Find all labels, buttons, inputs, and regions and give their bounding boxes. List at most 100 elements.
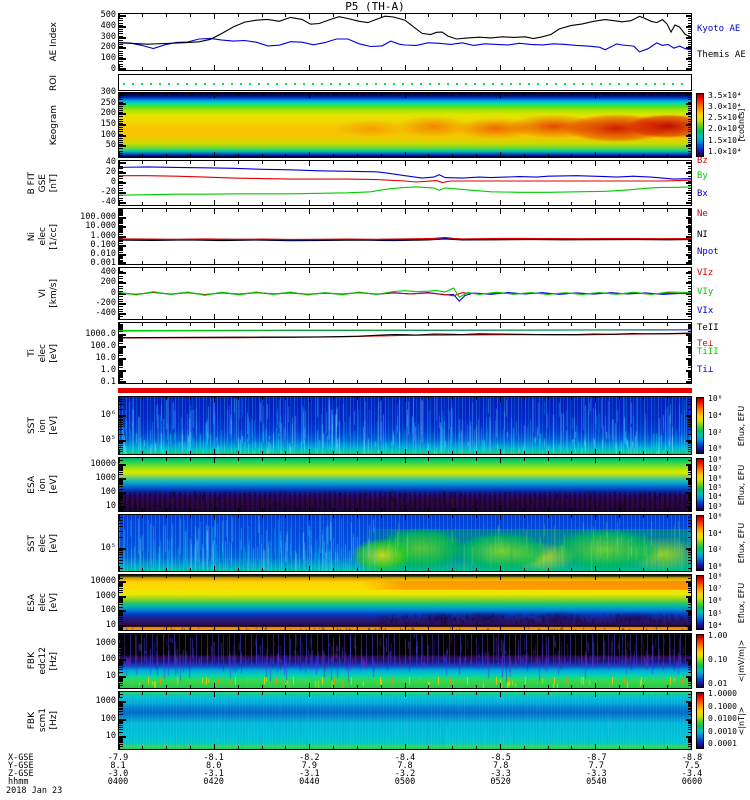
x-tick-mark — [595, 65, 597, 70]
x-tick-mark — [428, 209, 430, 212]
axis-label-esa_elec: ESA elec [eV] — [5, 575, 59, 630]
y-tick-mark — [119, 735, 126, 738]
x-tick-mark — [404, 397, 406, 402]
x-tick-mark — [523, 515, 525, 518]
y-minor-tick — [119, 743, 123, 745]
x-tick-mark — [356, 746, 358, 749]
x-tick-mark — [523, 261, 525, 264]
y-minor-tick — [688, 683, 691, 685]
y-minor-tick — [688, 360, 691, 362]
y-minor-tick — [119, 627, 123, 629]
x-tick-mark — [547, 161, 549, 164]
x-tick-mark — [118, 625, 120, 630]
y-tick-label: 200 — [100, 277, 116, 288]
x-tick-mark — [690, 152, 692, 157]
x-axis-value: 8.1 — [110, 761, 126, 771]
x-tick-mark — [380, 634, 382, 637]
y-minor-tick — [688, 341, 691, 343]
y-minor-tick — [688, 248, 691, 250]
y-minor-tick — [119, 210, 123, 212]
y-minor-tick — [688, 550, 691, 552]
y-minor-tick — [688, 494, 691, 496]
y-minor-tick — [119, 242, 123, 244]
x-tick-mark — [666, 161, 668, 164]
y-minor-tick — [119, 398, 123, 400]
y-minor-tick — [119, 335, 123, 337]
y-minor-tick — [119, 466, 123, 468]
y-minor-tick — [688, 470, 691, 472]
x-tick-mark — [309, 625, 311, 630]
y-minor-tick — [688, 337, 691, 339]
y-minor-tick — [688, 446, 691, 448]
x-tick-mark — [142, 202, 144, 205]
x-tick-mark — [571, 67, 573, 70]
x-tick-mark — [190, 202, 191, 205]
x-tick-mark — [166, 458, 168, 461]
x-tick-mark — [380, 451, 382, 454]
x-tick-mark — [285, 692, 287, 695]
y-tick-label: 10⁶ — [100, 410, 116, 421]
x-axis-value: -8.2 — [299, 753, 320, 763]
y-minor-tick — [119, 103, 123, 105]
y-minor-tick — [119, 222, 123, 224]
esa_ion-noise-texture — [119, 458, 691, 511]
colorbar-esa_ion — [696, 458, 704, 511]
y-minor-tick — [688, 694, 691, 696]
y-tick-mark — [119, 463, 126, 466]
x-tick-mark — [690, 634, 692, 639]
y-minor-tick — [688, 508, 691, 510]
y-minor-tick — [119, 135, 123, 137]
y-minor-tick — [688, 197, 691, 199]
y-minor-tick — [119, 39, 123, 41]
colorbar-keo — [696, 93, 704, 157]
y-minor-tick — [688, 229, 691, 231]
axis-label-line: scm1 — [38, 708, 48, 733]
x-tick-mark — [595, 692, 597, 697]
y-minor-tick — [119, 270, 123, 272]
y-minor-tick — [119, 420, 123, 422]
y-minor-tick — [119, 645, 123, 647]
x-tick-mark — [237, 261, 239, 264]
esa_elec-noise-texture — [119, 575, 691, 630]
x-axis-row-label: Y-GSE — [8, 761, 34, 771]
x-axis-value: -8.4 — [394, 753, 416, 763]
x-tick-mark — [166, 397, 168, 400]
y-minor-tick — [119, 326, 123, 328]
y-minor-tick — [119, 498, 123, 500]
y-tick-label: 100 — [100, 605, 116, 616]
x-tick-mark — [452, 397, 454, 400]
x-tick-mark — [190, 397, 191, 400]
x-axis-value: -3.3 — [490, 769, 511, 779]
y-minor-tick — [688, 255, 691, 257]
y-minor-tick — [119, 709, 123, 711]
x-tick-mark — [452, 515, 454, 518]
axis-label-line: Ti — [27, 349, 37, 357]
y-minor-tick — [688, 146, 691, 148]
y-tick-mark — [686, 244, 691, 247]
y-minor-tick — [688, 448, 691, 450]
y-minor-tick — [688, 133, 691, 135]
x-tick-mark — [309, 378, 311, 383]
y-minor-tick — [688, 740, 691, 742]
y-tick-mark — [119, 624, 126, 627]
x-tick-mark — [190, 268, 191, 271]
y-minor-tick — [688, 408, 691, 410]
x-tick-mark — [356, 451, 358, 454]
y-minor-tick — [688, 585, 691, 587]
y-tick-mark — [686, 358, 691, 360]
y-minor-tick — [119, 648, 123, 650]
y-tick-mark — [686, 262, 691, 264]
y-minor-tick — [119, 220, 123, 222]
y-minor-tick — [119, 374, 123, 376]
y-minor-tick — [688, 259, 691, 261]
x-tick-mark — [499, 268, 501, 273]
y-tick-label: 150 — [100, 119, 116, 129]
x-axis-row-X-GSE: X-GSE -7.9 -8.1 -8.2 -8.4 -8.5 -8.7 -8.8 — [0, 753, 750, 763]
x-tick-mark — [261, 202, 263, 205]
y-minor-tick — [688, 426, 691, 428]
y-minor-tick — [119, 481, 123, 483]
x-tick-mark — [309, 566, 311, 571]
y-minor-tick — [119, 316, 123, 318]
y-minor-tick — [688, 418, 691, 420]
x-tick-mark — [619, 685, 620, 688]
